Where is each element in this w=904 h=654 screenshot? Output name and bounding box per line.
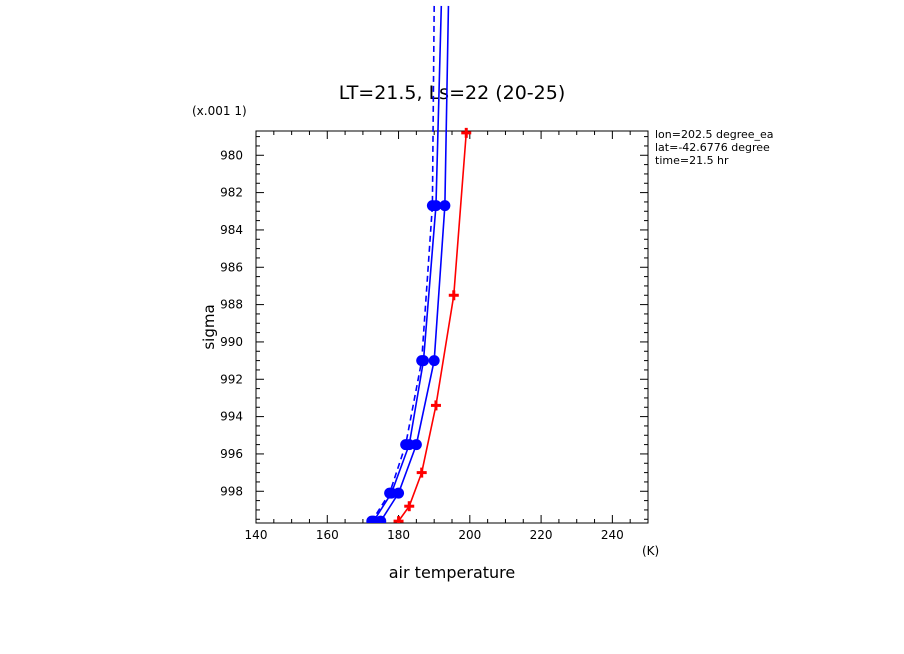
y-tick-label: 990 <box>220 335 243 349</box>
y-tick-label: 984 <box>220 223 243 237</box>
data-point <box>439 200 451 212</box>
y-tick-label: 986 <box>220 260 243 274</box>
data-point <box>400 439 412 451</box>
data-point <box>448 290 459 301</box>
series-line <box>397 132 468 522</box>
data-point <box>366 515 378 523</box>
data-point <box>384 487 396 499</box>
x-tick-label: 160 <box>316 528 339 542</box>
y-tick-label: 988 <box>220 298 243 312</box>
data-point <box>428 355 440 367</box>
y-tick-label: 992 <box>220 372 243 386</box>
chart-title: LT=21.5, Ls=22 (20-25) <box>339 82 566 104</box>
x-tick-label: 180 <box>387 528 410 542</box>
data-point <box>461 127 472 138</box>
info-lon: lon=202.5 degree_ea <box>655 128 774 141</box>
x-axis-label: air temperature <box>389 563 515 582</box>
y-tick-label: 994 <box>220 410 243 424</box>
x-tick-label: 140 <box>245 528 268 542</box>
data-point <box>416 355 428 367</box>
series-line <box>380 5 450 522</box>
y-tick-label: 998 <box>220 484 243 498</box>
y-axis-label: sigma <box>200 304 218 349</box>
data-point <box>416 467 427 478</box>
data-point <box>404 501 415 512</box>
info-time: time=21.5 hr <box>655 154 729 167</box>
x-tick-label: 240 <box>601 528 624 542</box>
y-tick-label: 996 <box>220 447 243 461</box>
y-scale-note: (x.001 1) <box>192 104 247 118</box>
data-point <box>430 400 441 411</box>
x-unit-label: (K) <box>642 544 659 558</box>
y-tick-label: 980 <box>220 148 243 162</box>
info-lat: lat=-42.6776 degree <box>655 141 770 154</box>
x-tick-label: 220 <box>530 528 553 542</box>
data-point <box>393 516 404 523</box>
plot-frame <box>255 130 649 524</box>
x-tick-label: 200 <box>458 528 481 542</box>
data-point <box>426 200 438 212</box>
y-tick-label: 982 <box>220 186 243 200</box>
